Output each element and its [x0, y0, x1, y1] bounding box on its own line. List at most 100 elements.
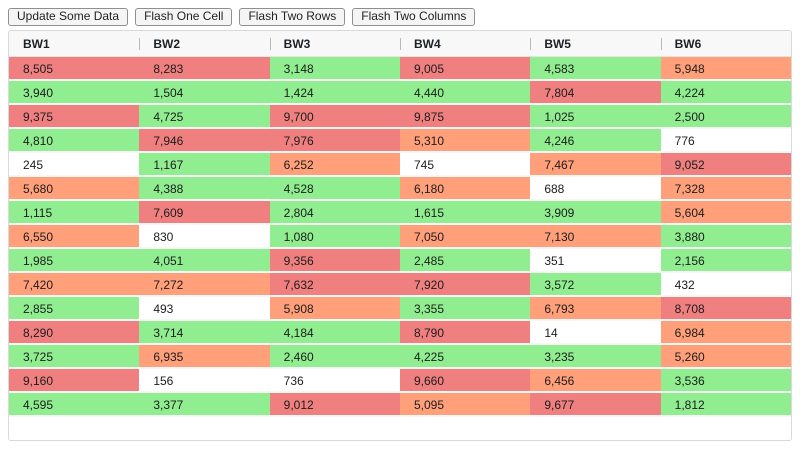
grid-cell[interactable]: 7,976 [269, 129, 400, 151]
grid-cell[interactable]: 3,536 [660, 369, 791, 391]
update-some-data-button[interactable]: Update Some Data [8, 8, 129, 26]
grid-cell[interactable]: 4,583 [530, 57, 661, 79]
grid-cell[interactable]: 2,156 [660, 249, 791, 271]
grid-cell[interactable]: 4,440 [399, 81, 531, 103]
grid-cell[interactable]: 9,160 [9, 369, 140, 391]
grid-cell[interactable]: 4,224 [660, 81, 791, 103]
grid-cell[interactable]: 8,283 [139, 57, 270, 79]
grid-cell[interactable]: 4,051 [139, 249, 270, 271]
column-header-bw4[interactable]: BW4 [399, 31, 530, 56]
grid-cell[interactable]: 4,725 [139, 105, 270, 127]
grid-cell[interactable]: 4,595 [9, 393, 140, 415]
flash-one-cell-button[interactable]: Flash One Cell [135, 8, 233, 26]
grid-cell[interactable]: 1,424 [269, 81, 400, 103]
grid-cell[interactable]: 3,880 [660, 225, 791, 247]
grid-cell[interactable]: 3,235 [530, 345, 661, 367]
grid-cell[interactable]: 6,456 [530, 369, 661, 391]
grid-cell[interactable]: 9,677 [530, 393, 661, 415]
grid-cell[interactable]: 7,632 [269, 273, 400, 295]
grid-cell[interactable]: 432 [660, 273, 791, 295]
grid-cell[interactable]: 7,609 [139, 201, 270, 223]
grid-cell[interactable]: 5,908 [269, 297, 400, 319]
column-header-bw6[interactable]: BW6 [660, 31, 791, 56]
grid-cell[interactable]: 2,804 [269, 201, 400, 223]
grid-cell[interactable]: 2,485 [399, 249, 531, 271]
grid-cell[interactable]: 4,810 [9, 129, 140, 151]
grid-cell[interactable]: 5,260 [660, 345, 791, 367]
column-header-bw1[interactable]: BW1 [23, 37, 50, 51]
grid-cell[interactable]: 9,005 [399, 57, 531, 79]
grid-cell[interactable]: 1,167 [139, 153, 270, 175]
grid-cell[interactable]: 3,940 [9, 81, 140, 103]
grid-cell[interactable]: 1,080 [269, 225, 400, 247]
grid-cell[interactable]: 6,984 [660, 321, 791, 343]
grid-cell[interactable]: 156 [139, 369, 270, 391]
grid-cell[interactable]: 3,377 [139, 393, 270, 415]
grid-cell[interactable]: 3,714 [139, 321, 270, 343]
flash-two-columns-button[interactable]: Flash Two Columns [352, 8, 476, 26]
grid-cell[interactable]: 493 [139, 297, 270, 319]
grid-cell[interactable]: 4,246 [530, 129, 661, 151]
grid-cell[interactable]: 6,550 [9, 225, 140, 247]
grid-cell[interactable]: 745 [399, 153, 531, 175]
grid-cell[interactable]: 9,356 [269, 249, 400, 271]
grid-cell[interactable]: 1,025 [530, 105, 661, 127]
grid-cell[interactable]: 7,420 [9, 273, 140, 295]
grid-cell[interactable]: 4,388 [139, 177, 270, 199]
column-header-bw2[interactable]: BW2 [139, 31, 269, 56]
grid-cell[interactable]: 5,680 [9, 177, 140, 199]
grid-cell[interactable]: 3,725 [9, 345, 140, 367]
grid-cell[interactable]: 3,909 [530, 201, 661, 223]
grid-cell[interactable]: 4,528 [269, 177, 400, 199]
grid-cell[interactable]: 4,184 [269, 321, 400, 343]
grid-cell[interactable]: 7,050 [399, 225, 531, 247]
grid-cell[interactable]: 9,375 [9, 105, 140, 127]
grid-cell[interactable]: 2,855 [9, 297, 140, 319]
grid-cell[interactable]: 776 [660, 129, 791, 151]
grid-cell[interactable]: 1,812 [660, 393, 791, 415]
grid-cell[interactable]: 7,328 [660, 177, 791, 199]
grid-cell[interactable]: 830 [139, 225, 270, 247]
grid-cell[interactable]: 1,985 [9, 249, 140, 271]
grid-cell[interactable]: 9,875 [399, 105, 531, 127]
grid-cell[interactable]: 736 [269, 369, 400, 391]
grid-cell[interactable]: 7,920 [399, 273, 531, 295]
grid-cell[interactable]: 7,272 [139, 273, 270, 295]
grid-cell[interactable]: 8,290 [9, 321, 140, 343]
grid-cell[interactable]: 5,310 [399, 129, 531, 151]
flash-two-rows-button[interactable]: Flash Two Rows [239, 8, 346, 26]
grid-cell[interactable]: 2,460 [269, 345, 400, 367]
grid-cell[interactable]: 688 [530, 177, 661, 199]
column-header-bw3[interactable]: BW3 [269, 31, 400, 56]
grid-cell[interactable]: 5,604 [660, 201, 791, 223]
grid-cell[interactable]: 9,660 [399, 369, 531, 391]
grid-cell[interactable]: 14 [530, 321, 661, 343]
grid-cell[interactable]: 7,467 [530, 153, 661, 175]
grid-cell[interactable]: 3,355 [399, 297, 531, 319]
grid-cell[interactable]: 9,012 [269, 393, 400, 415]
grid-cell[interactable]: 7,946 [139, 129, 270, 151]
grid-cell[interactable]: 7,804 [530, 81, 661, 103]
grid-cell[interactable]: 1,504 [139, 81, 270, 103]
grid-cell[interactable]: 3,572 [530, 273, 661, 295]
grid-cell[interactable]: 6,793 [530, 297, 661, 319]
grid-cell[interactable]: 245 [9, 153, 140, 175]
grid-cell[interactable]: 2,500 [660, 105, 791, 127]
grid-cell[interactable]: 9,700 [269, 105, 400, 127]
grid-cell[interactable]: 8,790 [399, 321, 531, 343]
grid-cell[interactable]: 1,115 [9, 201, 140, 223]
grid-cell[interactable]: 8,505 [9, 57, 140, 79]
grid-cell[interactable]: 351 [530, 249, 661, 271]
grid-cell[interactable]: 5,948 [660, 57, 791, 79]
grid-cell[interactable]: 9,052 [660, 153, 791, 175]
grid-cell[interactable]: 4,225 [399, 345, 531, 367]
grid-cell[interactable]: 6,180 [399, 177, 531, 199]
grid-cell[interactable]: 7,130 [530, 225, 661, 247]
grid-cell[interactable]: 1,615 [399, 201, 531, 223]
grid-cell[interactable]: 3,148 [269, 57, 400, 79]
grid-cell[interactable]: 8,708 [660, 297, 791, 319]
grid-cell[interactable]: 6,252 [269, 153, 400, 175]
grid-cell[interactable]: 6,935 [139, 345, 270, 367]
column-header-bw5[interactable]: BW5 [530, 31, 660, 56]
grid-cell[interactable]: 5,095 [399, 393, 531, 415]
